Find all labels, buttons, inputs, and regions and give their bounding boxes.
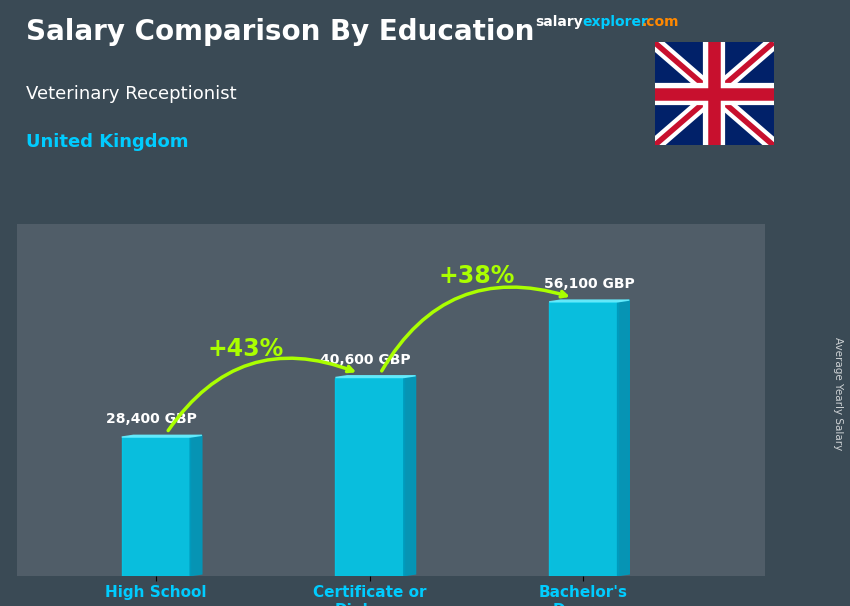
Polygon shape: [190, 435, 201, 576]
Text: salary: salary: [536, 15, 583, 29]
Text: Salary Comparison By Education: Salary Comparison By Education: [26, 18, 534, 46]
Polygon shape: [336, 376, 416, 378]
Polygon shape: [618, 300, 629, 576]
Polygon shape: [122, 435, 201, 437]
Text: explorer: explorer: [582, 15, 648, 29]
Text: United Kingdom: United Kingdom: [26, 133, 188, 152]
Bar: [549, 302, 618, 576]
Text: 40,600 GBP: 40,600 GBP: [320, 353, 411, 367]
Text: +43%: +43%: [207, 337, 284, 361]
Text: Average Yearly Salary: Average Yearly Salary: [833, 338, 843, 450]
Text: +38%: +38%: [439, 264, 514, 288]
Text: Veterinary Receptionist: Veterinary Receptionist: [26, 85, 236, 103]
Polygon shape: [404, 376, 416, 576]
Text: 56,100 GBP: 56,100 GBP: [544, 277, 635, 291]
Text: 28,400 GBP: 28,400 GBP: [106, 412, 197, 427]
Polygon shape: [549, 300, 629, 302]
Text: .com: .com: [642, 15, 679, 29]
Bar: [336, 378, 404, 576]
Bar: [122, 437, 190, 576]
